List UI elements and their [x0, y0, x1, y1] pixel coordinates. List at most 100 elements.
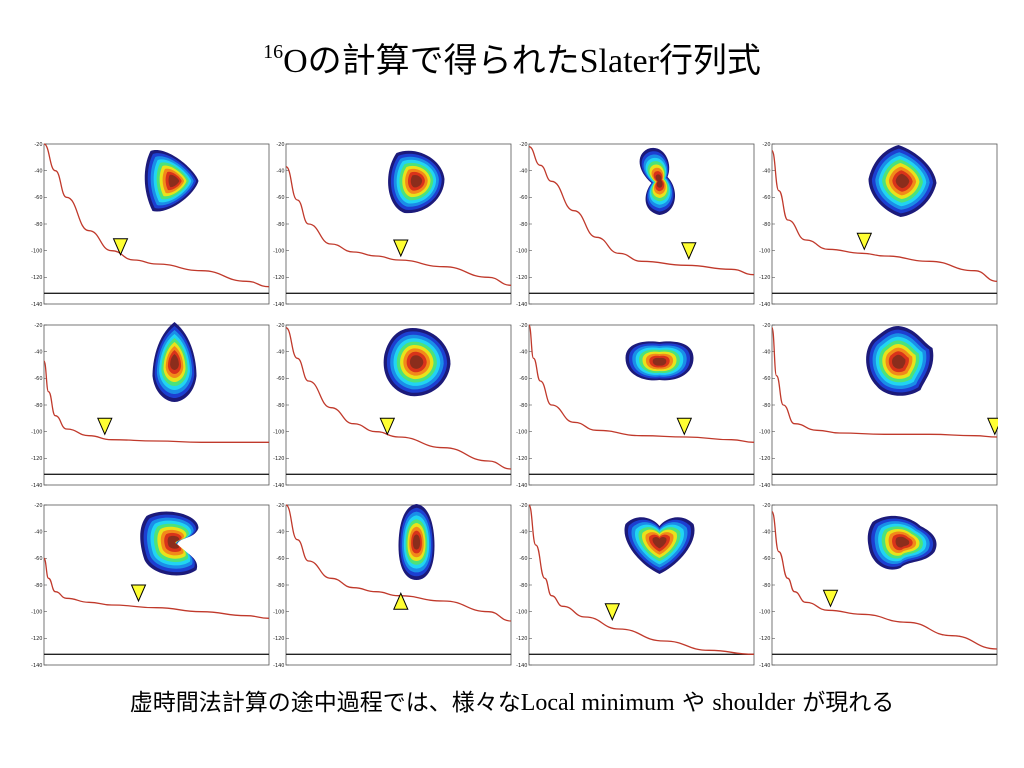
y-tick-label: -20 [34, 323, 42, 329]
y-tick-label: -40 [34, 529, 42, 535]
y-tick-label: -140 [273, 302, 284, 307]
y-tick-label: -80 [276, 583, 284, 589]
y-tick-label: -140 [516, 302, 527, 307]
y-tick-label: -40 [762, 529, 770, 535]
yellow-triangle-icon [393, 239, 409, 258]
density-map [383, 328, 451, 397]
y-tick-label: -120 [31, 636, 42, 642]
plot-frame [43, 324, 270, 486]
density-map [625, 341, 694, 381]
y-tick-label: -140 [516, 483, 527, 488]
energy-panel: -20 -40 -60 -80 -100 -120 -140 [759, 142, 998, 307]
y-tick-label: -140 [273, 483, 284, 488]
y-tick-label: -40 [276, 529, 284, 535]
energy-panel: -20 -40 -60 -80 -100 -120 -140 [759, 503, 998, 668]
energy-panel: -20 -40 -60 -80 -100 -120 -140 [31, 322, 270, 488]
energy-panel: -20 -40 -60 -80 -100 -120 -140 [516, 142, 755, 307]
y-tick-label: -100 [273, 248, 284, 254]
title-jp-2: 行列式 [658, 41, 761, 81]
y-tick-label: -40 [276, 349, 284, 355]
y-tick-label: -100 [516, 248, 527, 254]
title-slater: Slater [579, 43, 659, 80]
y-tick-label: -120 [31, 275, 42, 281]
energy-panel: -20 -40 -60 -80 -100 -120 -140 [273, 323, 512, 488]
y-tick-label: -60 [519, 195, 527, 201]
caption-shoulder: shoulder [712, 690, 795, 716]
yellow-triangle-icon [379, 417, 396, 436]
energy-curve [43, 557, 270, 619]
y-tick-label: -140 [516, 663, 527, 668]
y-tick-label: -80 [519, 403, 527, 409]
y-tick-label: -60 [276, 376, 284, 382]
y-tick-label: -20 [276, 503, 284, 509]
y-tick-label: -60 [762, 556, 770, 562]
y-tick-label: -20 [276, 142, 284, 148]
energy-curve [285, 327, 512, 470]
plot-frame [528, 143, 755, 305]
y-tick-label: -100 [759, 248, 770, 254]
density-map [388, 150, 445, 214]
y-tick-label: -120 [759, 275, 770, 281]
y-tick-label: -40 [519, 529, 527, 535]
energy-curve [43, 143, 270, 288]
density-contour [170, 354, 179, 370]
yellow-triangle-icon [987, 417, 998, 436]
caption-jp-1: 虚時間法計算の途中過程では、様々な [129, 690, 521, 716]
energy-panel: -20 -40 -60 -80 -100 -120 -140 [273, 503, 512, 668]
y-tick-label: -100 [31, 609, 42, 615]
y-tick-label: -60 [762, 376, 770, 382]
y-tick-label: -120 [759, 456, 770, 462]
caption-jp-2: が現れる [794, 690, 895, 716]
energy-curve [285, 166, 512, 286]
y-tick-label: -80 [762, 403, 770, 409]
y-tick-label: -80 [276, 403, 284, 409]
yellow-triangle-icon [604, 603, 621, 621]
y-tick-label: -60 [519, 556, 527, 562]
plot-frame [285, 504, 512, 666]
density-contour [652, 537, 667, 549]
mass-number: 16 [263, 41, 284, 63]
y-tick-label: -140 [31, 663, 42, 668]
y-tick-label: -100 [759, 429, 770, 435]
y-tick-label: -100 [31, 248, 42, 254]
y-tick-label: -60 [34, 376, 42, 382]
y-tick-label: -80 [276, 222, 284, 228]
y-tick-label: -40 [34, 349, 42, 355]
y-tick-label: -100 [516, 429, 527, 435]
y-tick-label: -120 [516, 456, 527, 462]
y-tick-label: -120 [273, 275, 284, 281]
yellow-triangle-icon [681, 242, 697, 260]
density-map [144, 150, 199, 212]
slide-title: 16Oの計算で得られたSlater行列式 [0, 40, 1024, 83]
density-contour [655, 174, 663, 188]
y-tick-label: -20 [276, 323, 284, 329]
y-tick-label: -120 [31, 456, 42, 462]
y-tick-label: -40 [34, 168, 42, 174]
y-tick-label: -20 [519, 503, 527, 509]
density-map [639, 147, 676, 215]
y-tick-label: -100 [273, 429, 284, 435]
y-tick-label: -40 [762, 349, 770, 355]
y-tick-label: -80 [519, 583, 527, 589]
y-tick-label: -80 [34, 583, 42, 589]
y-tick-label: -140 [31, 483, 42, 488]
y-tick-label: -100 [273, 609, 284, 615]
slide-caption: 虚時間法計算の途中過程では、様々なLocal minimum や shoulde… [0, 683, 1024, 717]
y-tick-label: -20 [762, 323, 770, 329]
y-tick-label: -140 [273, 663, 284, 668]
y-tick-label: -100 [759, 609, 770, 615]
energy-curve [771, 511, 998, 650]
energy-panel: -20 -40 -60 -80 -100 -120 -140 [516, 503, 755, 668]
density-contour [895, 173, 910, 189]
y-tick-label: -100 [516, 609, 527, 615]
y-tick-label: -120 [516, 636, 527, 642]
density-map [140, 511, 199, 576]
y-tick-label: -140 [759, 302, 770, 307]
y-tick-label: -80 [34, 222, 42, 228]
y-tick-label: -100 [31, 429, 42, 435]
energy-curve [285, 504, 512, 622]
yellow-triangle-icon [822, 589, 839, 608]
energy-curve [43, 360, 269, 443]
y-tick-label: -20 [762, 142, 770, 148]
y-tick-label: -40 [519, 168, 527, 174]
